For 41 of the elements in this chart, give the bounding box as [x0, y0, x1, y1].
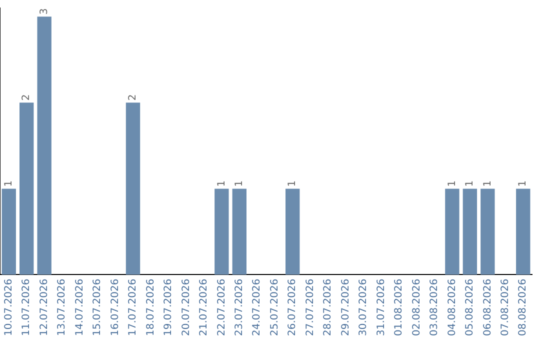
x-tick-label: 01.08.2026 [394, 278, 405, 336]
x-tick-label: 19.07.2026 [163, 278, 174, 336]
data-label: 3 [38, 8, 50, 15]
x-tick-label: 04.08.2026 [446, 278, 458, 336]
x-tick-label: 24.07.2026 [252, 278, 263, 336]
x-tick-label: 25.07.2026 [269, 278, 280, 336]
data-label: 1 [446, 180, 458, 187]
data-label: 2 [21, 94, 32, 101]
x-tick-label: 28.07.2026 [322, 278, 334, 336]
data-label: 1 [482, 180, 494, 187]
data-label: 1 [3, 180, 14, 187]
x-tick-label: 10.07.2026 [3, 278, 14, 336]
x-tick-label: 11.07.2026 [21, 278, 32, 336]
x-tick-label: 23.07.2026 [234, 278, 245, 336]
x-tick-label: 17.07.2026 [128, 278, 139, 336]
x-tick-label: 20.07.2026 [180, 278, 192, 336]
x-tick-label: 26.07.2026 [287, 278, 298, 336]
x-tick-label: 06.08.2026 [482, 278, 494, 336]
data-label: 2 [128, 94, 139, 101]
data-label: 1 [464, 180, 476, 187]
x-tick-label: 08.08.2026 [518, 278, 529, 336]
x-tick-label: 21.07.2026 [198, 278, 210, 336]
x-tick-label: 29.07.2026 [340, 278, 352, 336]
data-label: 1 [518, 180, 529, 187]
data-label: 1 [216, 180, 228, 187]
data-label: 1 [234, 180, 245, 187]
data-label: 1 [287, 180, 298, 187]
x-tick-label: 27.07.2026 [304, 278, 316, 336]
x-tick-label: 03.08.2026 [429, 278, 440, 336]
x-tick-label: 02.08.2026 [411, 278, 422, 336]
x-tick-label: 13.07.2026 [56, 278, 68, 336]
x-tick-label: 15.07.2026 [92, 278, 104, 336]
x-tick-label: 07.08.2026 [500, 278, 511, 336]
x-tick-label: 18.07.2026 [145, 278, 156, 336]
x-tick-label: 30.07.2026 [358, 278, 370, 336]
x-tick-label: 31.07.2026 [376, 278, 387, 336]
x-tick-label: 05.08.2026 [464, 278, 476, 336]
x-tick-label: 16.07.2026 [110, 278, 121, 336]
x-tick-label: 22.07.2026 [216, 278, 228, 336]
x-tick-label: 14.07.2026 [74, 278, 86, 336]
x-tick-label: 12.07.2026 [38, 278, 50, 336]
